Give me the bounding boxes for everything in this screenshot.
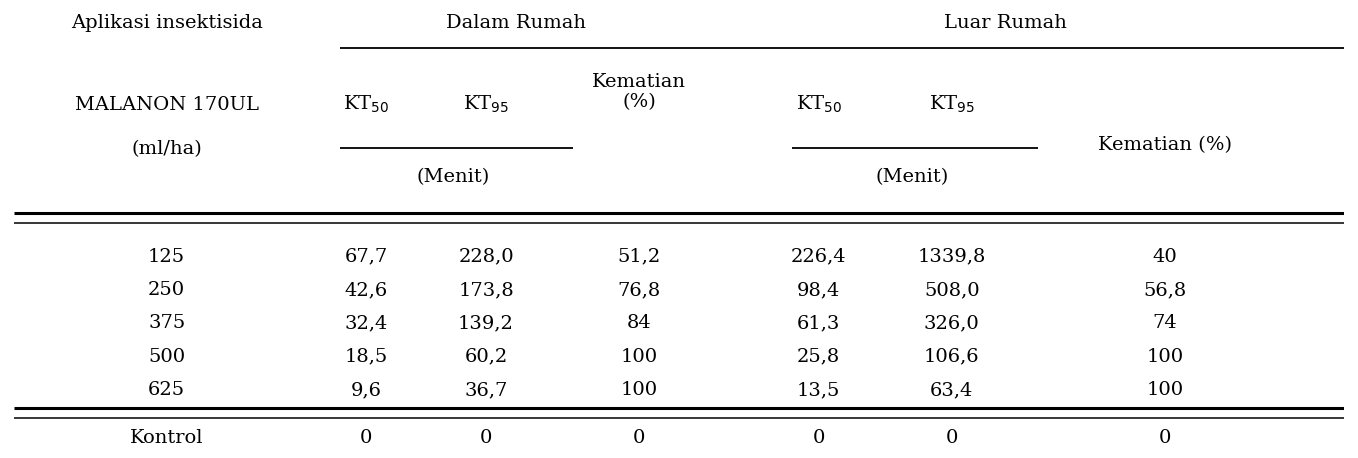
Text: (Menit): (Menit) <box>876 169 948 186</box>
Text: 100: 100 <box>1146 381 1183 399</box>
Text: 56,8: 56,8 <box>1143 281 1187 299</box>
Text: 84: 84 <box>626 314 652 333</box>
Text: 139,2: 139,2 <box>458 314 513 333</box>
Text: 18,5: 18,5 <box>345 348 388 366</box>
Text: 0: 0 <box>633 429 645 447</box>
Text: KT$_{50}$: KT$_{50}$ <box>344 94 390 115</box>
Text: 0: 0 <box>812 429 824 447</box>
Text: 63,4: 63,4 <box>930 381 974 399</box>
Text: KT$_{95}$: KT$_{95}$ <box>463 94 509 115</box>
Text: 36,7: 36,7 <box>464 381 508 399</box>
Text: 500: 500 <box>148 348 185 366</box>
Text: 32,4: 32,4 <box>345 314 388 333</box>
Text: 0: 0 <box>1158 429 1171 447</box>
Text: KT$_{95}$: KT$_{95}$ <box>929 94 975 115</box>
Text: 98,4: 98,4 <box>797 281 841 299</box>
Text: MALANON 170UL: MALANON 170UL <box>75 96 258 114</box>
Text: 51,2: 51,2 <box>618 248 661 266</box>
Text: Aplikasi insektisida: Aplikasi insektisida <box>71 14 262 33</box>
Text: 0: 0 <box>479 429 492 447</box>
Text: 42,6: 42,6 <box>345 281 388 299</box>
Text: 9,6: 9,6 <box>350 381 382 399</box>
Text: Kematian (%): Kematian (%) <box>1097 136 1232 154</box>
Text: 250: 250 <box>148 281 185 299</box>
Text: 60,2: 60,2 <box>464 348 508 366</box>
Text: 173,8: 173,8 <box>458 281 513 299</box>
Text: 625: 625 <box>148 381 185 399</box>
Text: 40: 40 <box>1153 248 1177 266</box>
Text: 74: 74 <box>1153 314 1177 333</box>
Text: Kematian
(%): Kematian (%) <box>592 73 686 111</box>
Text: 106,6: 106,6 <box>923 348 979 366</box>
Text: 228,0: 228,0 <box>458 248 513 266</box>
Text: 226,4: 226,4 <box>790 248 846 266</box>
Text: 25,8: 25,8 <box>797 348 841 366</box>
Text: 0: 0 <box>360 429 372 447</box>
Text: (ml/ha): (ml/ha) <box>132 141 202 158</box>
Text: 76,8: 76,8 <box>618 281 661 299</box>
Text: 125: 125 <box>148 248 185 266</box>
Text: 61,3: 61,3 <box>797 314 841 333</box>
Text: 100: 100 <box>1146 348 1183 366</box>
Text: 13,5: 13,5 <box>797 381 841 399</box>
Text: 1339,8: 1339,8 <box>918 248 986 266</box>
Text: KT$_{50}$: KT$_{50}$ <box>796 94 842 115</box>
Text: 100: 100 <box>621 381 657 399</box>
Text: (Menit): (Menit) <box>416 169 489 186</box>
Text: 67,7: 67,7 <box>345 248 388 266</box>
Text: Dalam Rumah: Dalam Rumah <box>445 14 585 33</box>
Text: 508,0: 508,0 <box>923 281 979 299</box>
Text: 326,0: 326,0 <box>923 314 979 333</box>
Text: Luar Rumah: Luar Rumah <box>944 14 1066 33</box>
Text: 0: 0 <box>945 429 957 447</box>
Text: 375: 375 <box>148 314 185 333</box>
Text: Kontrol: Kontrol <box>130 429 204 447</box>
Text: 100: 100 <box>621 348 657 366</box>
